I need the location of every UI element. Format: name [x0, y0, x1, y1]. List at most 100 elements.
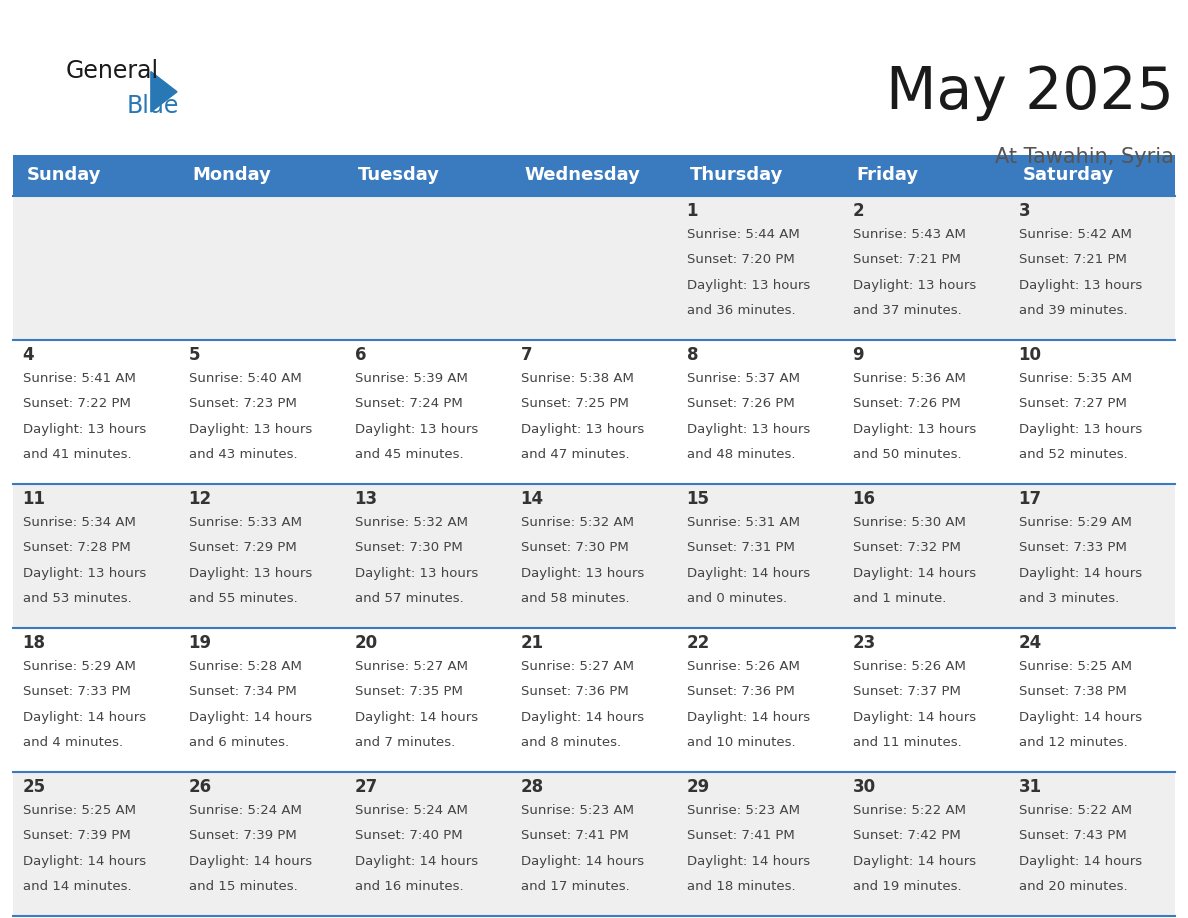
Text: At Tawahin, Syria: At Tawahin, Syria — [994, 147, 1174, 167]
Text: and 10 minutes.: and 10 minutes. — [687, 735, 795, 749]
Text: and 52 minutes.: and 52 minutes. — [1018, 448, 1127, 461]
Bar — [1009, 484, 1175, 628]
Text: and 41 minutes.: and 41 minutes. — [23, 448, 131, 461]
Text: 9: 9 — [853, 346, 864, 364]
Text: and 6 minutes.: and 6 minutes. — [189, 735, 289, 749]
Text: Sunset: 7:30 PM: Sunset: 7:30 PM — [520, 542, 628, 554]
Text: Sunset: 7:30 PM: Sunset: 7:30 PM — [354, 542, 462, 554]
Text: Daylight: 13 hours: Daylight: 13 hours — [23, 566, 146, 579]
Text: Sunset: 7:28 PM: Sunset: 7:28 PM — [23, 542, 131, 554]
Bar — [179, 772, 345, 916]
Text: Sunrise: 5:23 AM: Sunrise: 5:23 AM — [687, 804, 800, 817]
Text: and 17 minutes.: and 17 minutes. — [520, 879, 630, 892]
Bar — [511, 196, 677, 340]
Bar — [179, 484, 345, 628]
Text: 27: 27 — [354, 778, 378, 797]
Text: Sunrise: 5:37 AM: Sunrise: 5:37 AM — [687, 372, 800, 386]
Bar — [677, 155, 843, 196]
Text: 18: 18 — [23, 634, 45, 653]
Text: Sunset: 7:22 PM: Sunset: 7:22 PM — [23, 397, 131, 410]
Text: Daylight: 14 hours: Daylight: 14 hours — [687, 566, 810, 579]
Text: Sunset: 7:39 PM: Sunset: 7:39 PM — [189, 829, 296, 843]
Bar — [179, 628, 345, 772]
Bar — [511, 155, 677, 196]
Text: Sunrise: 5:35 AM: Sunrise: 5:35 AM — [1018, 372, 1131, 386]
Text: Sunset: 7:41 PM: Sunset: 7:41 PM — [687, 829, 795, 843]
Text: Sunrise: 5:32 AM: Sunrise: 5:32 AM — [354, 516, 468, 529]
Text: 10: 10 — [1018, 346, 1042, 364]
Text: and 58 minutes.: and 58 minutes. — [520, 592, 630, 605]
Text: Sunrise: 5:39 AM: Sunrise: 5:39 AM — [354, 372, 467, 386]
Text: Daylight: 14 hours: Daylight: 14 hours — [853, 566, 975, 579]
Text: 26: 26 — [189, 778, 211, 797]
Text: 23: 23 — [853, 634, 876, 653]
Text: Monday: Monday — [192, 166, 271, 185]
Text: and 50 minutes.: and 50 minutes. — [853, 448, 961, 461]
Bar — [843, 484, 1009, 628]
Text: Daylight: 14 hours: Daylight: 14 hours — [687, 711, 810, 723]
Bar — [511, 340, 677, 484]
Text: Sunrise: 5:23 AM: Sunrise: 5:23 AM — [520, 804, 633, 817]
Text: Sunset: 7:20 PM: Sunset: 7:20 PM — [687, 253, 795, 266]
Text: 22: 22 — [687, 634, 709, 653]
Text: Sunset: 7:26 PM: Sunset: 7:26 PM — [853, 397, 960, 410]
Text: 7: 7 — [520, 346, 532, 364]
Text: 21: 21 — [520, 634, 544, 653]
Text: Tuesday: Tuesday — [359, 166, 441, 185]
Text: 4: 4 — [23, 346, 34, 364]
Text: Daylight: 13 hours: Daylight: 13 hours — [1018, 422, 1142, 435]
Text: and 20 minutes.: and 20 minutes. — [1018, 879, 1127, 892]
Text: Sunset: 7:43 PM: Sunset: 7:43 PM — [1018, 829, 1126, 843]
Bar — [345, 772, 511, 916]
Text: May 2025: May 2025 — [886, 64, 1174, 121]
Text: and 39 minutes.: and 39 minutes. — [1018, 304, 1127, 317]
Bar — [677, 628, 843, 772]
Text: 25: 25 — [23, 778, 45, 797]
Bar — [1009, 155, 1175, 196]
Text: 29: 29 — [687, 778, 709, 797]
Text: 16: 16 — [853, 490, 876, 509]
Text: 14: 14 — [520, 490, 544, 509]
Bar — [843, 340, 1009, 484]
Text: and 16 minutes.: and 16 minutes. — [354, 879, 463, 892]
Text: Sunrise: 5:26 AM: Sunrise: 5:26 AM — [687, 660, 800, 673]
Text: Daylight: 14 hours: Daylight: 14 hours — [853, 855, 975, 868]
Text: Daylight: 13 hours: Daylight: 13 hours — [853, 422, 975, 435]
Text: and 12 minutes.: and 12 minutes. — [1018, 735, 1127, 749]
Text: 17: 17 — [1018, 490, 1042, 509]
Bar — [511, 628, 677, 772]
Text: Daylight: 13 hours: Daylight: 13 hours — [853, 278, 975, 292]
Text: Daylight: 13 hours: Daylight: 13 hours — [520, 422, 644, 435]
Text: 19: 19 — [189, 634, 211, 653]
Text: Daylight: 14 hours: Daylight: 14 hours — [1018, 566, 1142, 579]
Text: Sunrise: 5:31 AM: Sunrise: 5:31 AM — [687, 516, 800, 529]
Text: Sunday: Sunday — [26, 166, 101, 185]
Text: Sunset: 7:26 PM: Sunset: 7:26 PM — [687, 397, 795, 410]
Text: 15: 15 — [687, 490, 709, 509]
Text: Sunset: 7:33 PM: Sunset: 7:33 PM — [23, 686, 131, 699]
Text: Daylight: 14 hours: Daylight: 14 hours — [520, 711, 644, 723]
Bar — [843, 196, 1009, 340]
Bar — [13, 484, 179, 628]
Text: and 37 minutes.: and 37 minutes. — [853, 304, 961, 317]
Text: Sunset: 7:33 PM: Sunset: 7:33 PM — [1018, 542, 1126, 554]
Bar — [511, 772, 677, 916]
Text: Sunrise: 5:33 AM: Sunrise: 5:33 AM — [189, 516, 302, 529]
Text: Sunrise: 5:42 AM: Sunrise: 5:42 AM — [1018, 229, 1131, 241]
Text: Wednesday: Wednesday — [524, 166, 640, 185]
Text: Daylight: 14 hours: Daylight: 14 hours — [354, 855, 478, 868]
Text: Sunset: 7:27 PM: Sunset: 7:27 PM — [1018, 397, 1126, 410]
Text: Daylight: 14 hours: Daylight: 14 hours — [853, 711, 975, 723]
Text: Daylight: 13 hours: Daylight: 13 hours — [1018, 278, 1142, 292]
Bar — [677, 196, 843, 340]
Text: Sunset: 7:39 PM: Sunset: 7:39 PM — [23, 829, 131, 843]
Text: Sunset: 7:36 PM: Sunset: 7:36 PM — [520, 686, 628, 699]
Text: Daylight: 13 hours: Daylight: 13 hours — [23, 422, 146, 435]
Text: Sunset: 7:37 PM: Sunset: 7:37 PM — [853, 686, 960, 699]
Text: Blue: Blue — [127, 94, 179, 118]
Text: 11: 11 — [23, 490, 45, 509]
Text: Sunset: 7:41 PM: Sunset: 7:41 PM — [520, 829, 628, 843]
Text: Daylight: 13 hours: Daylight: 13 hours — [354, 422, 478, 435]
Text: Sunrise: 5:36 AM: Sunrise: 5:36 AM — [853, 372, 966, 386]
Text: Sunrise: 5:28 AM: Sunrise: 5:28 AM — [189, 660, 302, 673]
